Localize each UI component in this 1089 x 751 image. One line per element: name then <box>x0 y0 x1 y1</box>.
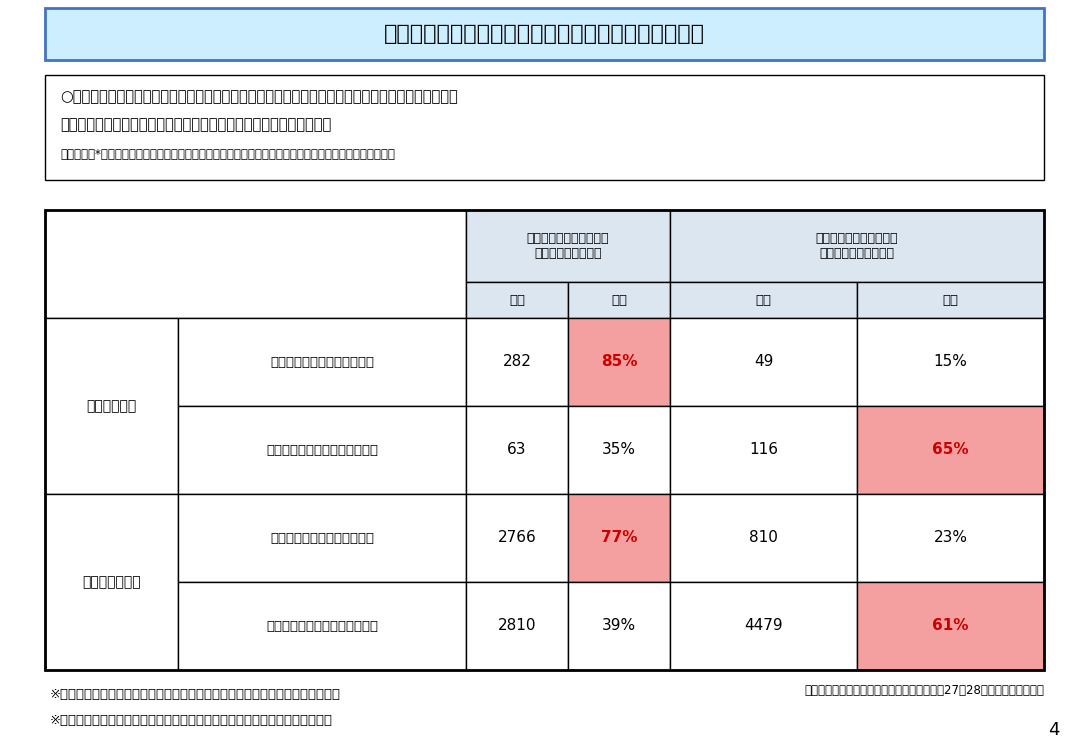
FancyBboxPatch shape <box>178 494 466 582</box>
Text: 人数: 人数 <box>756 294 771 306</box>
FancyBboxPatch shape <box>466 406 568 494</box>
FancyBboxPatch shape <box>466 582 568 670</box>
FancyBboxPatch shape <box>568 582 670 670</box>
Text: 810: 810 <box>749 530 778 545</box>
Text: 49: 49 <box>754 354 773 369</box>
FancyBboxPatch shape <box>670 282 857 318</box>
FancyBboxPatch shape <box>670 406 857 494</box>
Text: 出典：臨床研修修了者アンケート調査（平成27・28年）厚生労働省調べ: 出典：臨床研修修了者アンケート調査（平成27・28年）厚生労働省調べ <box>804 683 1044 696</box>
FancyBboxPatch shape <box>45 8 1044 60</box>
Text: 大学と出身地が異なる都道府県: 大学と出身地が異なる都道府県 <box>266 444 378 457</box>
Text: 臨床研修修了後、大学と
異なる都道府県で勤務: 臨床研修修了後、大学と 異なる都道府県で勤務 <box>816 232 898 260</box>
Text: ※１　出身地又は大学が海外の場合及び当該項目について無回答の場合は除外。: ※１ 出身地又は大学が海外の場合及び当該項目について無回答の場合は除外。 <box>50 689 341 701</box>
FancyBboxPatch shape <box>466 318 568 406</box>
Text: 77%: 77% <box>601 530 637 545</box>
Text: 人数: 人数 <box>509 294 525 306</box>
Text: 65%: 65% <box>932 442 969 457</box>
Text: が、臨床研修修了後、大学と同じ都道府県に勤務する割合が高い。: が、臨床研修修了後、大学と同じ都道府県に勤務する割合が高い。 <box>60 117 331 132</box>
FancyBboxPatch shape <box>670 494 857 582</box>
FancyBboxPatch shape <box>857 582 1044 670</box>
FancyBboxPatch shape <box>178 582 466 670</box>
Text: 地域枠で入学: 地域枠で入学 <box>86 399 136 413</box>
Text: 35%: 35% <box>602 442 636 457</box>
Text: 大学と出身地が異なる都道府県: 大学と出身地が異なる都道府県 <box>266 620 378 632</box>
FancyBboxPatch shape <box>466 210 670 282</box>
FancyBboxPatch shape <box>178 406 466 494</box>
FancyBboxPatch shape <box>568 318 670 406</box>
Text: 39%: 39% <box>602 619 636 634</box>
FancyBboxPatch shape <box>857 318 1044 406</box>
FancyBboxPatch shape <box>857 406 1044 494</box>
FancyBboxPatch shape <box>466 282 568 318</box>
Text: 割合: 割合 <box>942 294 958 306</box>
Text: 割合: 割合 <box>611 294 627 306</box>
Text: 61%: 61% <box>932 619 969 634</box>
Text: 大学と出身地が同じ都道府県: 大学と出身地が同じ都道府県 <box>270 532 374 544</box>
FancyBboxPatch shape <box>45 318 178 494</box>
FancyBboxPatch shape <box>670 210 1044 282</box>
Text: 85%: 85% <box>601 354 637 369</box>
FancyBboxPatch shape <box>45 210 466 318</box>
Text: 63: 63 <box>507 442 527 457</box>
FancyBboxPatch shape <box>670 582 857 670</box>
FancyBboxPatch shape <box>178 318 466 406</box>
FancyBboxPatch shape <box>45 494 178 670</box>
FancyBboxPatch shape <box>568 282 670 318</box>
Text: 4479: 4479 <box>744 619 783 634</box>
Text: 15%: 15% <box>933 354 967 369</box>
FancyBboxPatch shape <box>466 494 568 582</box>
FancyBboxPatch shape <box>857 494 1044 582</box>
Text: 臨床研修修了後、大学と
同じ都道府県で勤務: 臨床研修修了後、大学と 同じ都道府県で勤務 <box>527 232 609 260</box>
Text: 4: 4 <box>1049 721 1060 739</box>
Text: ※２　出身地：高校等を卒業する前までに過ごした期間が最も長い都道府県。: ※２ 出身地：高校等を卒業する前までに過ごした期間が最も長い都道府県。 <box>50 713 333 726</box>
FancyBboxPatch shape <box>568 494 670 582</box>
Text: 282: 282 <box>502 354 531 369</box>
Text: 2766: 2766 <box>498 530 537 545</box>
Text: 2810: 2810 <box>498 619 536 634</box>
Text: 23%: 23% <box>933 530 967 545</box>
Text: 大学と出身地が同じ都道府県: 大学と出身地が同じ都道府県 <box>270 355 374 369</box>
FancyBboxPatch shape <box>670 318 857 406</box>
FancyBboxPatch shape <box>857 282 1044 318</box>
Text: ○　地域枠の入学者であるかどうかによらず、地元出身者（大学と出身地が同じ都道府県の者）の方: ○ 地域枠の入学者であるかどうかによらず、地元出身者（大学と出身地が同じ都道府県… <box>60 89 457 104</box>
Text: 地域枠*：地域医療等に従事する明確な意思をもった学生の選抜枠であり、奨学金の有無を問わない。: 地域枠*：地域医療等に従事する明確な意思をもった学生の選抜枠であり、奨学金の有無… <box>60 149 395 161</box>
Text: 地域枠・地元出身者と都道府県への定着との相関関係: 地域枠・地元出身者と都道府県への定着との相関関係 <box>384 24 705 44</box>
FancyBboxPatch shape <box>45 75 1044 180</box>
Text: 地域枠ではない: 地域枠ではない <box>82 575 140 589</box>
FancyBboxPatch shape <box>568 406 670 494</box>
Text: 116: 116 <box>749 442 778 457</box>
